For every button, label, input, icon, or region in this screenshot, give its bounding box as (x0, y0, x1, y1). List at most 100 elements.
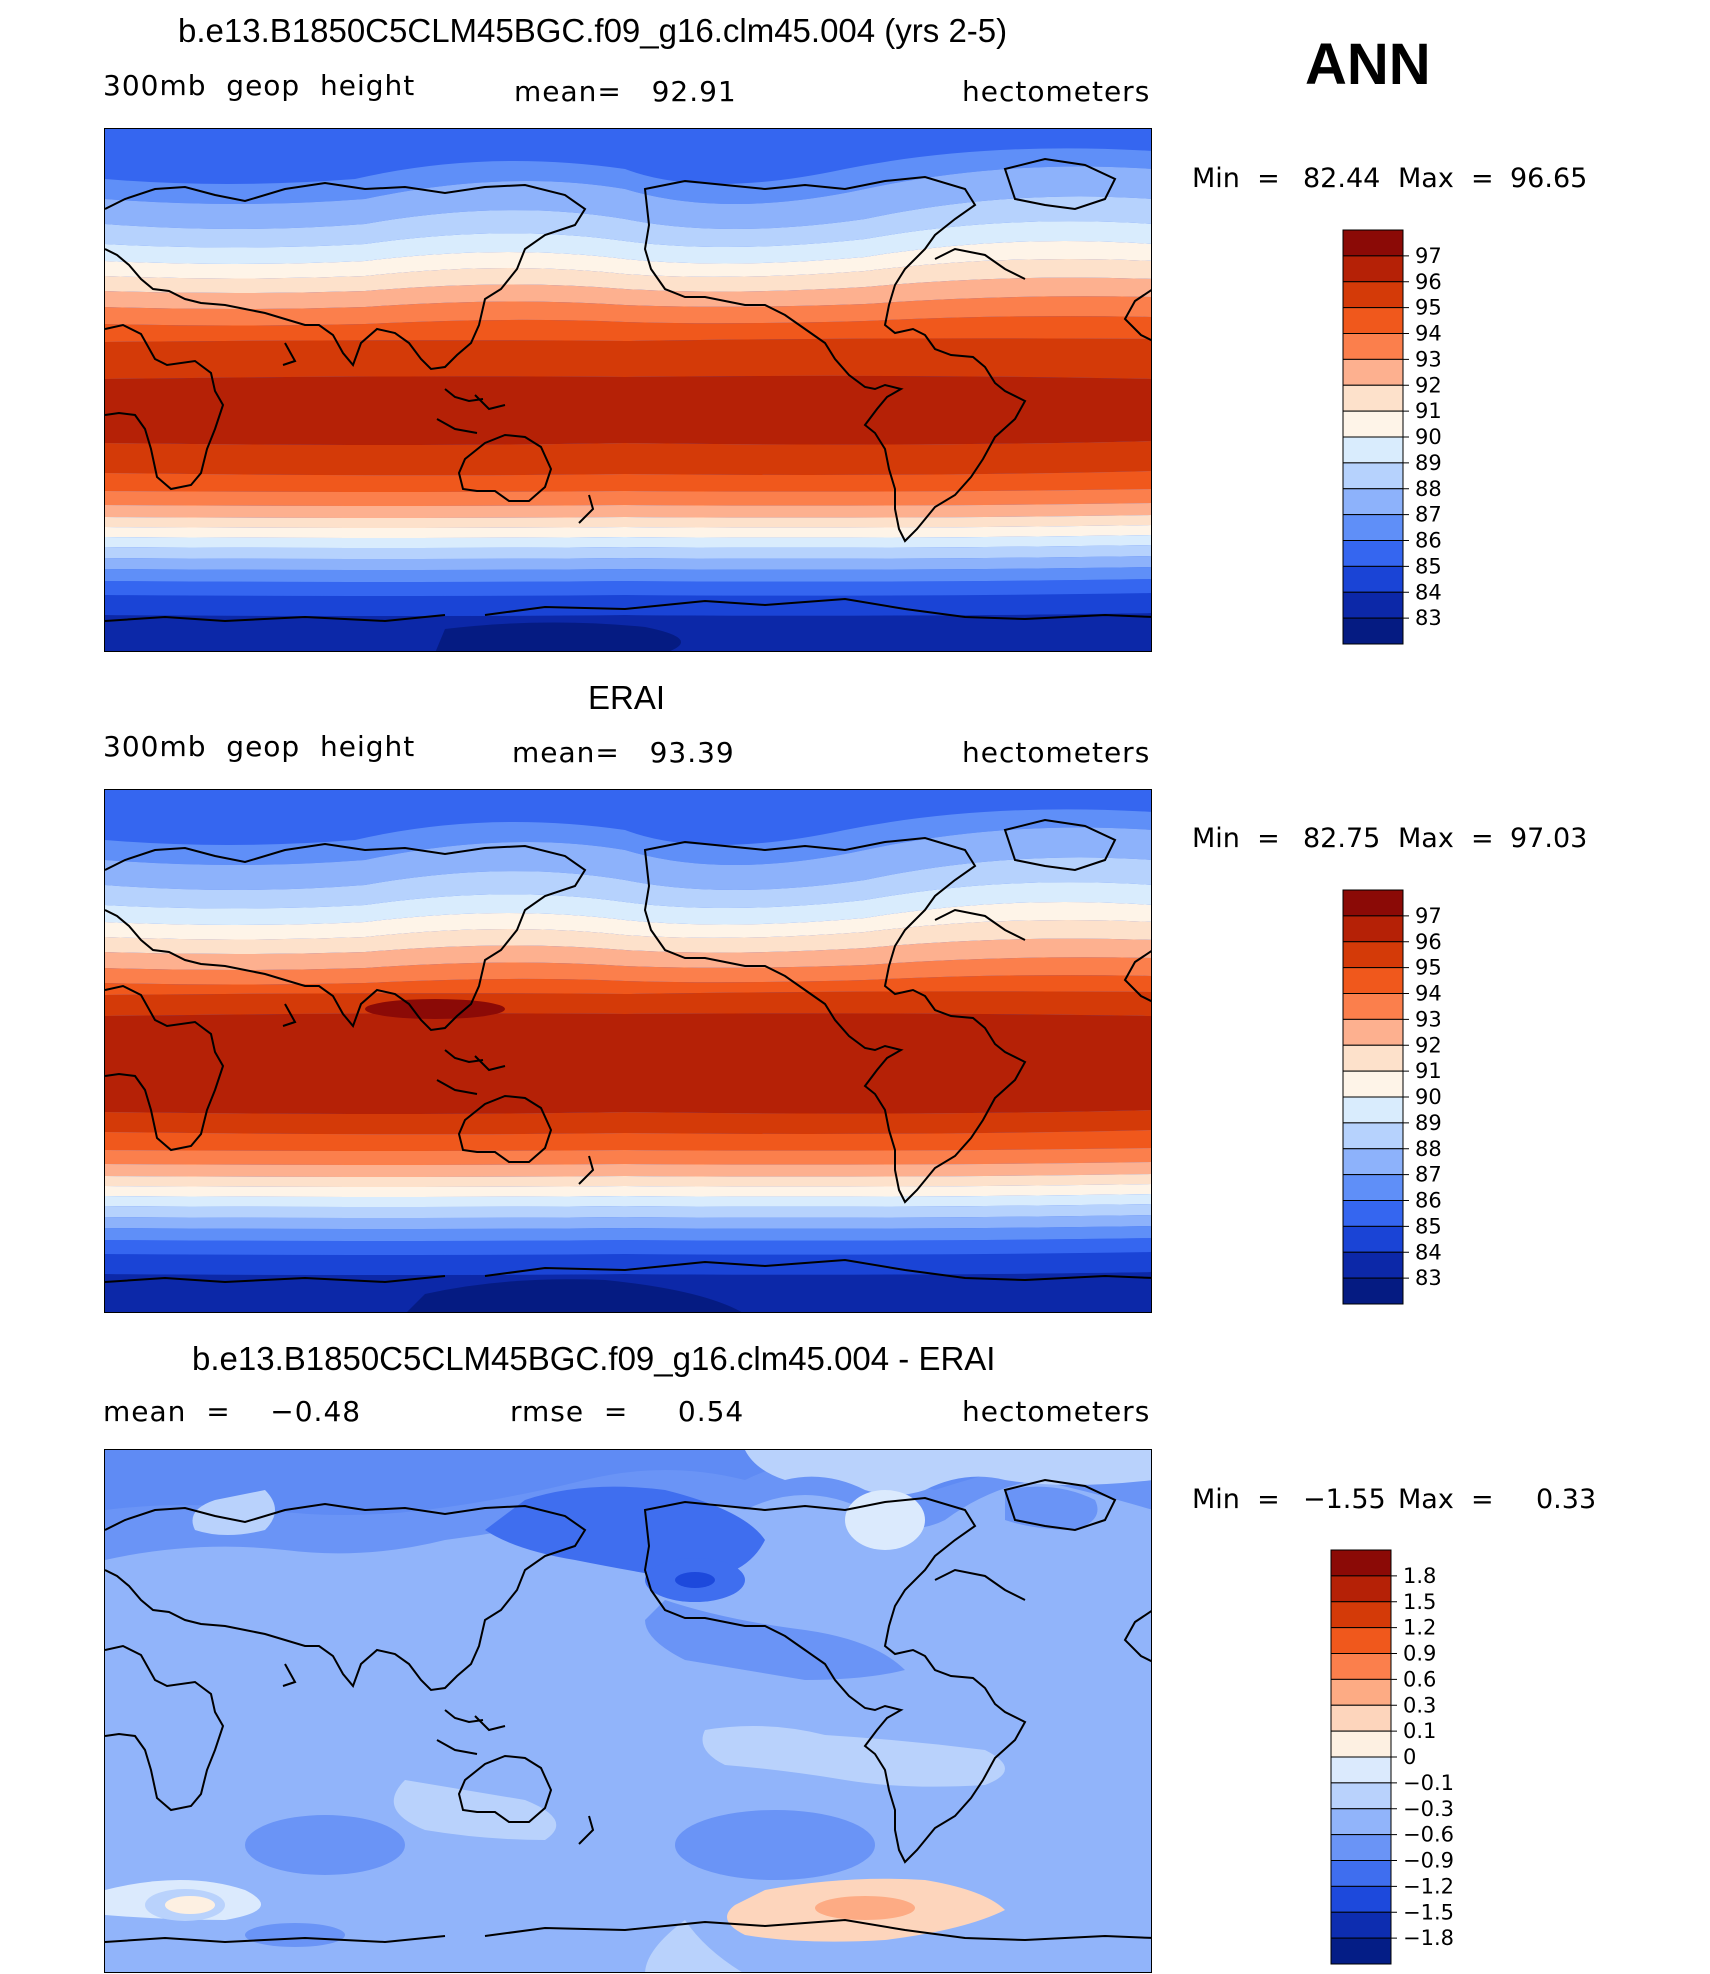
panel-2-map (104, 789, 1152, 1313)
panel-3-max-label: Max = (1398, 1484, 1494, 1515)
colorbar-swatch (1342, 281, 1404, 309)
colorbar-tick-label: 1.5 (1403, 1590, 1436, 1614)
panel-2-mean-label: mean= 93.39 (512, 736, 735, 769)
colorbar-swatch (1342, 410, 1404, 438)
colorbar-tick-label: 88 (1415, 1137, 1442, 1161)
colorbar-tick-label: 84 (1415, 1240, 1442, 1264)
colorbar-tick-label: 83 (1415, 1266, 1442, 1290)
panel-1-map-svg (105, 129, 1151, 651)
colorbar-tick-label: 83 (1415, 606, 1442, 630)
panel-1-mean-label: mean= 92.91 (514, 75, 737, 108)
colorbar-swatch (1342, 889, 1404, 917)
panel-1-variable-label: 300mb geop height (103, 69, 416, 102)
colorbar-tick-label: 97 (1415, 904, 1442, 928)
colorbar-swatch (1342, 1174, 1404, 1201)
colorbar-swatch (1330, 1885, 1392, 1913)
colorbar-swatch (1342, 1122, 1404, 1150)
colorbar-tick-label: 1.2 (1403, 1616, 1436, 1640)
colorbar-swatch (1330, 1678, 1392, 1706)
colorbar-swatch (1330, 1808, 1392, 1836)
colorbar-tick-label: 94 (1415, 982, 1442, 1006)
colorbar-swatch (1342, 333, 1404, 360)
colorbar-swatch (1342, 967, 1404, 994)
colorbar-tick-label: 0.9 (1403, 1642, 1436, 1666)
colorbar-swatch (1330, 1627, 1392, 1654)
colorbar-tick-label: 92 (1415, 1033, 1442, 1057)
colorbar-tick-label: 95 (1415, 296, 1442, 320)
panel-3-title: b.e13.B1850C5CLM45BGC.f09_g16.clm45.004 … (192, 1340, 996, 1377)
colorbar-swatch (1342, 229, 1404, 257)
colorbar-tick-label: 92 (1415, 373, 1442, 397)
panel-1-units-label: hectometers (962, 75, 1151, 108)
colorbar-tick-label: 91 (1415, 399, 1442, 423)
colorbar-swatch (1330, 1756, 1392, 1784)
colorbar-swatch (1330, 1601, 1392, 1629)
colorbar-tick-label: 0 (1403, 1745, 1416, 1769)
colorbar-tick-label: 84 (1415, 580, 1442, 604)
colorbar-swatch (1342, 462, 1404, 490)
colorbar-swatch (1342, 488, 1404, 516)
panel-2-min-value: 82.75 (1303, 823, 1381, 854)
panel-2-variable-label: 300mb geop height (103, 730, 416, 763)
colorbar-swatch (1342, 384, 1404, 412)
colorbar-tick-label: −1.2 (1403, 1874, 1454, 1898)
colorbar-swatch (1342, 1200, 1404, 1227)
panel-3-colorbar-svg: 1.81.51.20.90.60.30.10−0.1−0.3−0.6−0.9−1… (1330, 1549, 1454, 1965)
colorbar-swatch (1342, 1018, 1404, 1046)
season-label: ANN (1305, 32, 1431, 97)
panel-3-min-value: −1.55 (1303, 1484, 1386, 1515)
panel-1-colorbar: 97 96 95 94 93 92 91 90 89 88 87 86 85 84 83 (1342, 229, 1493, 645)
colorbar-swatch (1330, 1549, 1392, 1577)
colorbar-tick-label: −0.3 (1403, 1797, 1454, 1821)
panel-3-map (104, 1449, 1152, 1973)
panel-1-title: b.e13.B1850C5CLM45BGC.f09_g16.clm45.004 … (178, 12, 1008, 49)
colorbar-tick-label: 85 (1415, 554, 1442, 578)
panel-2-max-value: 97.03 (1510, 823, 1588, 854)
panel-2-min-label: Min = (1192, 823, 1280, 854)
colorbar-tick-label: 89 (1415, 451, 1442, 475)
colorbar-tick-label: 93 (1415, 347, 1442, 371)
colorbar-swatch (1342, 1277, 1404, 1305)
panel-2-title: ERAI (588, 679, 666, 716)
colorbar-tick-label: 1.8 (1403, 1564, 1436, 1588)
panel-2-colorbar: 97 96 95 94 93 92 91 90 89 88 87 86 85 84 83 (1342, 889, 1493, 1305)
panel-3-colorbar: 1.8 1.5 1.2 0.9 0.6 0.3 0.1 0 −0.1 −0.3 −0.6 −0.9 −1… (1330, 1549, 1501, 1965)
colorbar-tick-label: −0.9 (1403, 1849, 1454, 1873)
panel-3-rmse-label: rmse = 0.54 (510, 1395, 745, 1428)
colorbar-tick-label: 87 (1415, 503, 1442, 527)
colorbar-swatch (1330, 1860, 1392, 1887)
colorbar-swatch (1342, 993, 1404, 1020)
colorbar-tick-label: 86 (1415, 529, 1442, 553)
colorbar-tick-label: 96 (1415, 270, 1442, 294)
colorbar-tick-label: 0.3 (1403, 1693, 1436, 1717)
colorbar-swatch (1342, 540, 1404, 567)
panel-1-max-label: Max = (1398, 163, 1494, 194)
colorbar-swatch (1342, 941, 1404, 969)
colorbar-tick-label: 95 (1415, 956, 1442, 980)
colorbar-swatch (1342, 1225, 1404, 1253)
colorbar-swatch (1342, 1251, 1404, 1279)
colorbar-tick-label: 91 (1415, 1059, 1442, 1083)
colorbar-tick-label: 86 (1415, 1189, 1442, 1213)
colorbar-swatch (1342, 591, 1404, 619)
colorbar-tick-label: 90 (1415, 1085, 1442, 1109)
colorbar-tick-label: 85 (1415, 1214, 1442, 1238)
colorbar-swatch (1342, 307, 1404, 334)
colorbar-tick-label: 88 (1415, 477, 1442, 501)
colorbar-swatch (1330, 1575, 1392, 1603)
colorbar-swatch (1342, 1044, 1404, 1072)
panel-1-min-value: 82.44 (1303, 163, 1381, 194)
colorbar-swatch (1342, 436, 1404, 464)
panel-2-max-label: Max = (1398, 823, 1494, 854)
colorbar-tick-label: 0.6 (1403, 1667, 1436, 1691)
colorbar-tick-label: 93 (1415, 1007, 1442, 1031)
colorbar-tick-label: −1.8 (1403, 1926, 1454, 1950)
colorbar-swatch (1342, 255, 1404, 283)
colorbar-tick-label: 89 (1415, 1111, 1442, 1135)
colorbar-swatch (1330, 1834, 1392, 1861)
panel-1-max-value: 96.65 (1510, 163, 1588, 194)
colorbar-swatch (1330, 1937, 1392, 1965)
colorbar-tick-label: −0.6 (1403, 1823, 1454, 1847)
colorbar-swatch (1342, 565, 1404, 593)
colorbar-swatch (1342, 1148, 1404, 1176)
